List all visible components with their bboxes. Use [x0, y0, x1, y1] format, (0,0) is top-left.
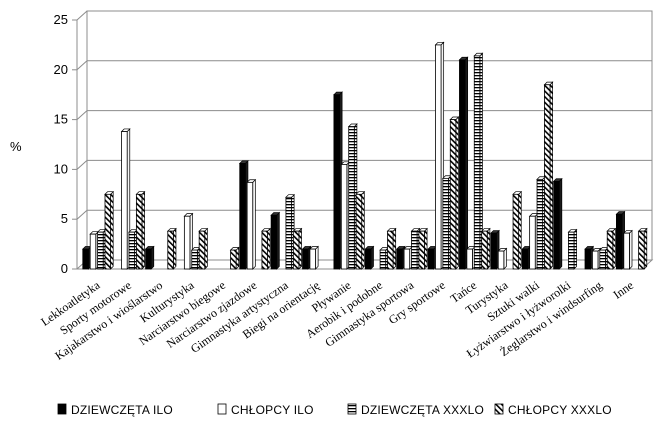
bar — [340, 160, 351, 270]
grid-line — [76, 60, 652, 71]
bar — [584, 245, 595, 270]
bar — [598, 246, 609, 270]
bar — [81, 245, 92, 270]
legend-label: DZIEWCZĘTA ILO — [71, 403, 173, 417]
bar — [410, 227, 421, 270]
bar — [466, 245, 476, 270]
bar — [333, 91, 343, 270]
legend-item: CHŁOPCY XXXLO — [494, 403, 612, 417]
bar — [449, 116, 460, 270]
bar — [261, 227, 271, 270]
bar — [301, 245, 312, 270]
legend-swatch — [217, 403, 227, 415]
bar — [521, 245, 532, 270]
y-tick-label: 25 — [54, 12, 68, 27]
bar — [379, 246, 390, 270]
grid-line — [76, 159, 652, 170]
grid-lines — [76, 10, 652, 220]
bar — [637, 227, 648, 270]
legend-swatch — [494, 403, 504, 415]
legend-label: DZIEWCZĘTA XXXLO — [361, 403, 484, 417]
bar — [89, 230, 100, 270]
bar — [552, 177, 563, 270]
grid-line — [76, 110, 652, 120]
bar — [386, 227, 397, 270]
y-tick-label: 5 — [61, 211, 68, 226]
bar — [246, 178, 257, 270]
bar — [458, 56, 469, 270]
y-tick-label: 15 — [54, 112, 68, 127]
legend-label: CHŁOPCY XXXLO — [508, 403, 612, 417]
bars — [81, 41, 648, 270]
bar — [615, 210, 626, 270]
bar — [96, 228, 107, 270]
bar — [364, 245, 375, 270]
bar — [229, 246, 240, 270]
bar — [434, 41, 445, 270]
bar — [427, 245, 438, 270]
legend-item: DZIEWCZĘTA ILO — [57, 403, 173, 417]
legend-swatch — [347, 403, 357, 415]
bar — [198, 227, 209, 270]
bar — [183, 212, 194, 270]
bar — [528, 212, 539, 270]
bar — [512, 190, 523, 270]
legend-label: CHŁOPCY ILO — [231, 403, 314, 417]
bar — [128, 228, 139, 270]
grid-line — [76, 10, 652, 21]
bar — [120, 128, 131, 270]
bar — [190, 246, 201, 270]
bar — [591, 247, 602, 270]
bar — [270, 211, 281, 270]
y-tick-label: 0 — [61, 261, 68, 276]
bar — [606, 227, 617, 270]
legend: DZIEWCZĘTA ILO CHŁOPCY ILO DZIEWCZĘTA XXXL… — [57, 403, 612, 417]
bar — [536, 175, 547, 270]
bar — [490, 229, 500, 270]
bar — [418, 227, 428, 270]
bar — [292, 227, 303, 270]
bar — [403, 245, 414, 270]
bar — [238, 159, 249, 270]
bar — [285, 193, 295, 270]
back-wall — [86, 10, 653, 261]
bar — [497, 247, 508, 270]
bar — [543, 81, 554, 270]
bar — [355, 190, 366, 270]
bar — [166, 227, 177, 270]
bar — [473, 52, 484, 270]
y-tick-label: 20 — [54, 62, 68, 77]
y-axis: 0 5 10 15 20 25% — [10, 12, 77, 276]
bar — [567, 228, 578, 270]
x-category-label: Inne — [611, 278, 637, 302]
y-axis-label: % — [10, 139, 22, 154]
bar — [347, 123, 358, 270]
legend-swatch — [57, 403, 67, 415]
bar — [135, 190, 146, 270]
bar — [144, 245, 155, 270]
bar — [309, 245, 319, 270]
bar — [104, 190, 115, 270]
bar — [622, 229, 633, 270]
bar — [480, 227, 491, 270]
bar — [442, 174, 452, 270]
bar — [395, 245, 406, 270]
legend-item: DZIEWCZĘTA XXXLO — [347, 403, 484, 417]
legend-item: CHŁOPCY ILO — [217, 403, 314, 417]
y-tick-label: 10 — [54, 161, 68, 176]
